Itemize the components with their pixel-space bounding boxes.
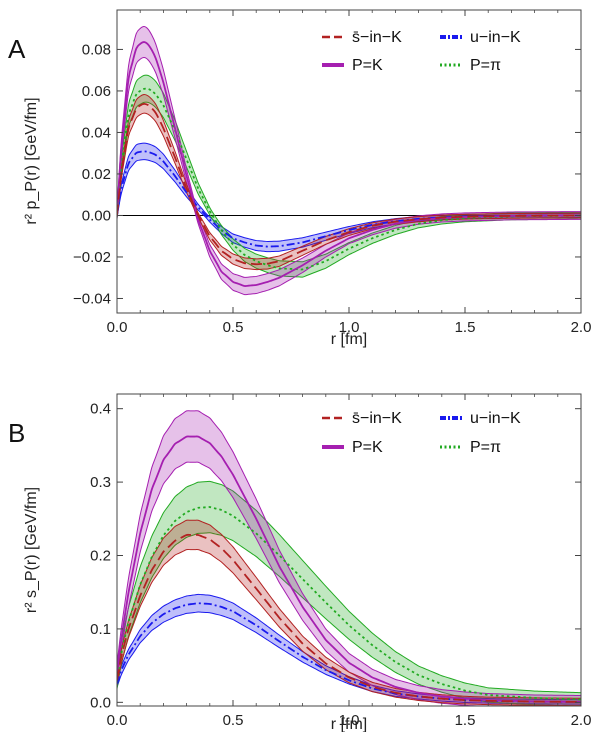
plot-area — [117, 26, 581, 296]
band-2 — [117, 410, 581, 706]
y-tick-label: 0.08 — [82, 41, 111, 58]
y-tick-label: −0.02 — [73, 249, 111, 266]
series-line-2 — [117, 435, 581, 703]
band-0 — [117, 520, 581, 706]
panel-a: 0.0 0.5 1.0 1.5 2.0 −0.04 −0.02 0.00 0.02 0.04 0.0… — [8, 9, 592, 348]
y-tick-label: 0.02 — [82, 166, 111, 183]
band-upper-2 — [117, 410, 581, 697]
panel-letter: B — [8, 418, 25, 448]
y-axis-label: r² p_P(r) [GeV/fm] — [23, 97, 40, 224]
x-tick-label: 2.0 — [571, 319, 592, 336]
legend-label-3: P=π — [470, 57, 501, 74]
band-lower-0 — [117, 112, 581, 271]
series-line-0 — [117, 533, 581, 703]
x-tick-label: 1.5 — [455, 319, 476, 336]
y-tick-label: −0.04 — [73, 290, 111, 307]
x-tick-label: 0.0 — [107, 319, 128, 336]
x-tick-label: 2.0 — [571, 712, 592, 729]
legend-label-3: P=π — [470, 439, 501, 456]
y-tick-label: 0.2 — [90, 548, 111, 565]
series-line-3 — [117, 506, 581, 701]
y-tick-label: 0.3 — [90, 474, 111, 491]
band-2 — [117, 26, 581, 295]
legend: s̄−in−K u−in−K P=K P=π — [322, 29, 521, 74]
band-0 — [117, 94, 581, 270]
y-tick-label: 0.4 — [90, 401, 111, 418]
y-tick-label: 0.00 — [82, 207, 111, 224]
legend-label-0: s̄−in−K — [352, 29, 402, 46]
y-tick-label: 0.06 — [82, 83, 111, 100]
band-lower-0 — [117, 548, 581, 706]
y-axis-label: r² s_P(r) [GeV/fm] — [23, 487, 40, 613]
band-lower-3 — [117, 532, 581, 706]
x-axis-label: r [fm] — [331, 716, 367, 732]
y-tick-label: 0.04 — [82, 124, 111, 141]
series-line-0 — [117, 102, 581, 266]
x-tick-label: 1.0 — [339, 319, 360, 336]
band-3 — [117, 481, 581, 706]
x-tick-label: 0.0 — [107, 712, 128, 729]
x-tick-label: 1.0 — [339, 712, 360, 729]
plot-area — [117, 410, 581, 706]
y-tick-label: 0.0 — [90, 694, 111, 711]
x-tick-label: 1.5 — [455, 712, 476, 729]
legend-label-1: u−in−K — [470, 29, 521, 46]
band-upper-3 — [117, 480, 581, 694]
legend-label-1: u−in−K — [470, 410, 521, 427]
band-upper-0 — [117, 519, 581, 699]
legend-label-0: s̄−in−K — [352, 410, 402, 427]
x-axis-label: r [fm] — [331, 331, 367, 348]
panel-letter: A — [8, 34, 26, 64]
legend-label-2: P=K — [352, 57, 383, 74]
legend-label-2: P=K — [352, 439, 383, 456]
panel-b: 0.0 0.5 1.0 1.5 2.0 0.0 0.1 0.2 0.3 0.4 r [fm] r² s… — [8, 393, 592, 733]
legend: s̄−in−K u−in−K P=K P=π — [322, 410, 521, 456]
y-tick-label: 0.1 — [90, 621, 111, 638]
x-tick-label: 0.5 — [223, 712, 244, 729]
x-tick-label: 0.5 — [223, 319, 244, 336]
